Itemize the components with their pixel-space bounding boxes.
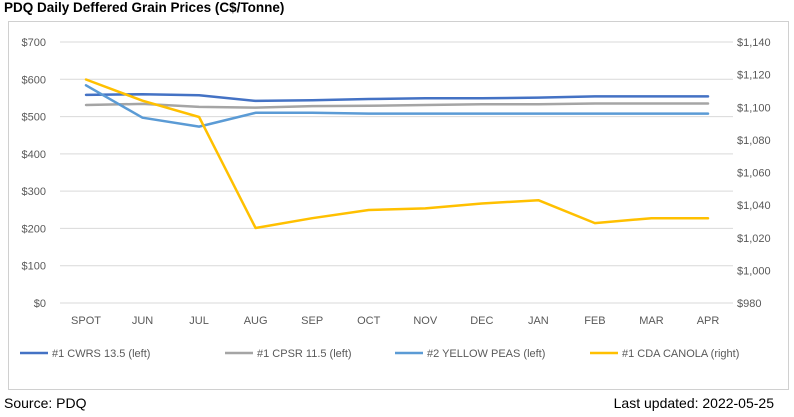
chart-frame — [8, 21, 789, 390]
x-tick-label: JUN — [132, 315, 153, 327]
legend-label: #1 CDA CANOLA (right) — [622, 348, 739, 360]
legend-label: #1 CWRS 13.5 (left) — [52, 348, 150, 360]
x-tick-label: SEP — [301, 315, 323, 327]
series-line — [84, 102, 710, 109]
right-tick-label: $1,060 — [737, 168, 771, 180]
legend-label: #1 CPSR 11.5 (left) — [257, 348, 352, 360]
x-tick-label: SPOT — [71, 315, 101, 327]
source-note: Source: PDQ — [4, 395, 87, 411]
right-tick-label: $1,000 — [737, 265, 771, 277]
right-tick-label: $980 — [737, 298, 761, 310]
left-axis-ticks: $0 $100 $200 $300 $400 $500 $600 $700 — [22, 37, 46, 310]
legend-label: #2 YELLOW PEAS (left) — [427, 348, 545, 360]
gridlines — [60, 41, 733, 304]
right-tick-label: $1,020 — [737, 233, 771, 245]
series-line — [84, 84, 710, 128]
last-updated: Last updated: 2022-05-25 — [613, 395, 774, 411]
series-line — [84, 92, 710, 103]
x-tick-label: JUL — [189, 315, 209, 327]
right-tick-label: $1,120 — [737, 70, 771, 82]
left-tick-label: $100 — [22, 261, 46, 273]
right-tick-label: $1,080 — [737, 135, 771, 147]
x-tick-label: OCT — [357, 315, 381, 327]
left-tick-label: $500 — [22, 112, 46, 124]
x-tick-label: DEC — [470, 315, 493, 327]
right-tick-label: $1,100 — [737, 102, 771, 114]
left-tick-label: $0 — [34, 298, 46, 310]
right-axis-ticks: $980 $1,000 $1,020 $1,040 $1,060 $1,080 $1,100… — [737, 37, 771, 310]
series-line — [84, 78, 710, 230]
legend: #1 CWRS 13.5 (left) #1 CPSR 11.5 (left) #2… — [20, 348, 739, 360]
x-tick-label: AUG — [244, 315, 268, 327]
x-axis-ticks: SPOT JUN JUL AUG SEP OCT NOV DEC JAN FEB MAR APR — [71, 315, 719, 327]
left-tick-label: $700 — [22, 37, 46, 49]
right-tick-label: $1,040 — [737, 200, 771, 212]
series-lines — [84, 78, 710, 230]
right-tick-label: $1,140 — [737, 37, 771, 49]
x-tick-label: APR — [697, 315, 720, 327]
x-tick-label: FEB — [584, 315, 605, 327]
x-tick-label: NOV — [413, 315, 438, 327]
left-tick-label: $400 — [22, 149, 46, 161]
left-tick-label: $300 — [22, 186, 46, 198]
left-tick-label: $200 — [22, 223, 46, 235]
x-tick-label: JAN — [528, 315, 549, 327]
left-tick-label: $600 — [22, 74, 46, 86]
x-tick-label: MAR — [639, 315, 664, 327]
chart-title: PDQ Daily Deffered Grain Prices (C$/Tonn… — [4, 0, 285, 15]
